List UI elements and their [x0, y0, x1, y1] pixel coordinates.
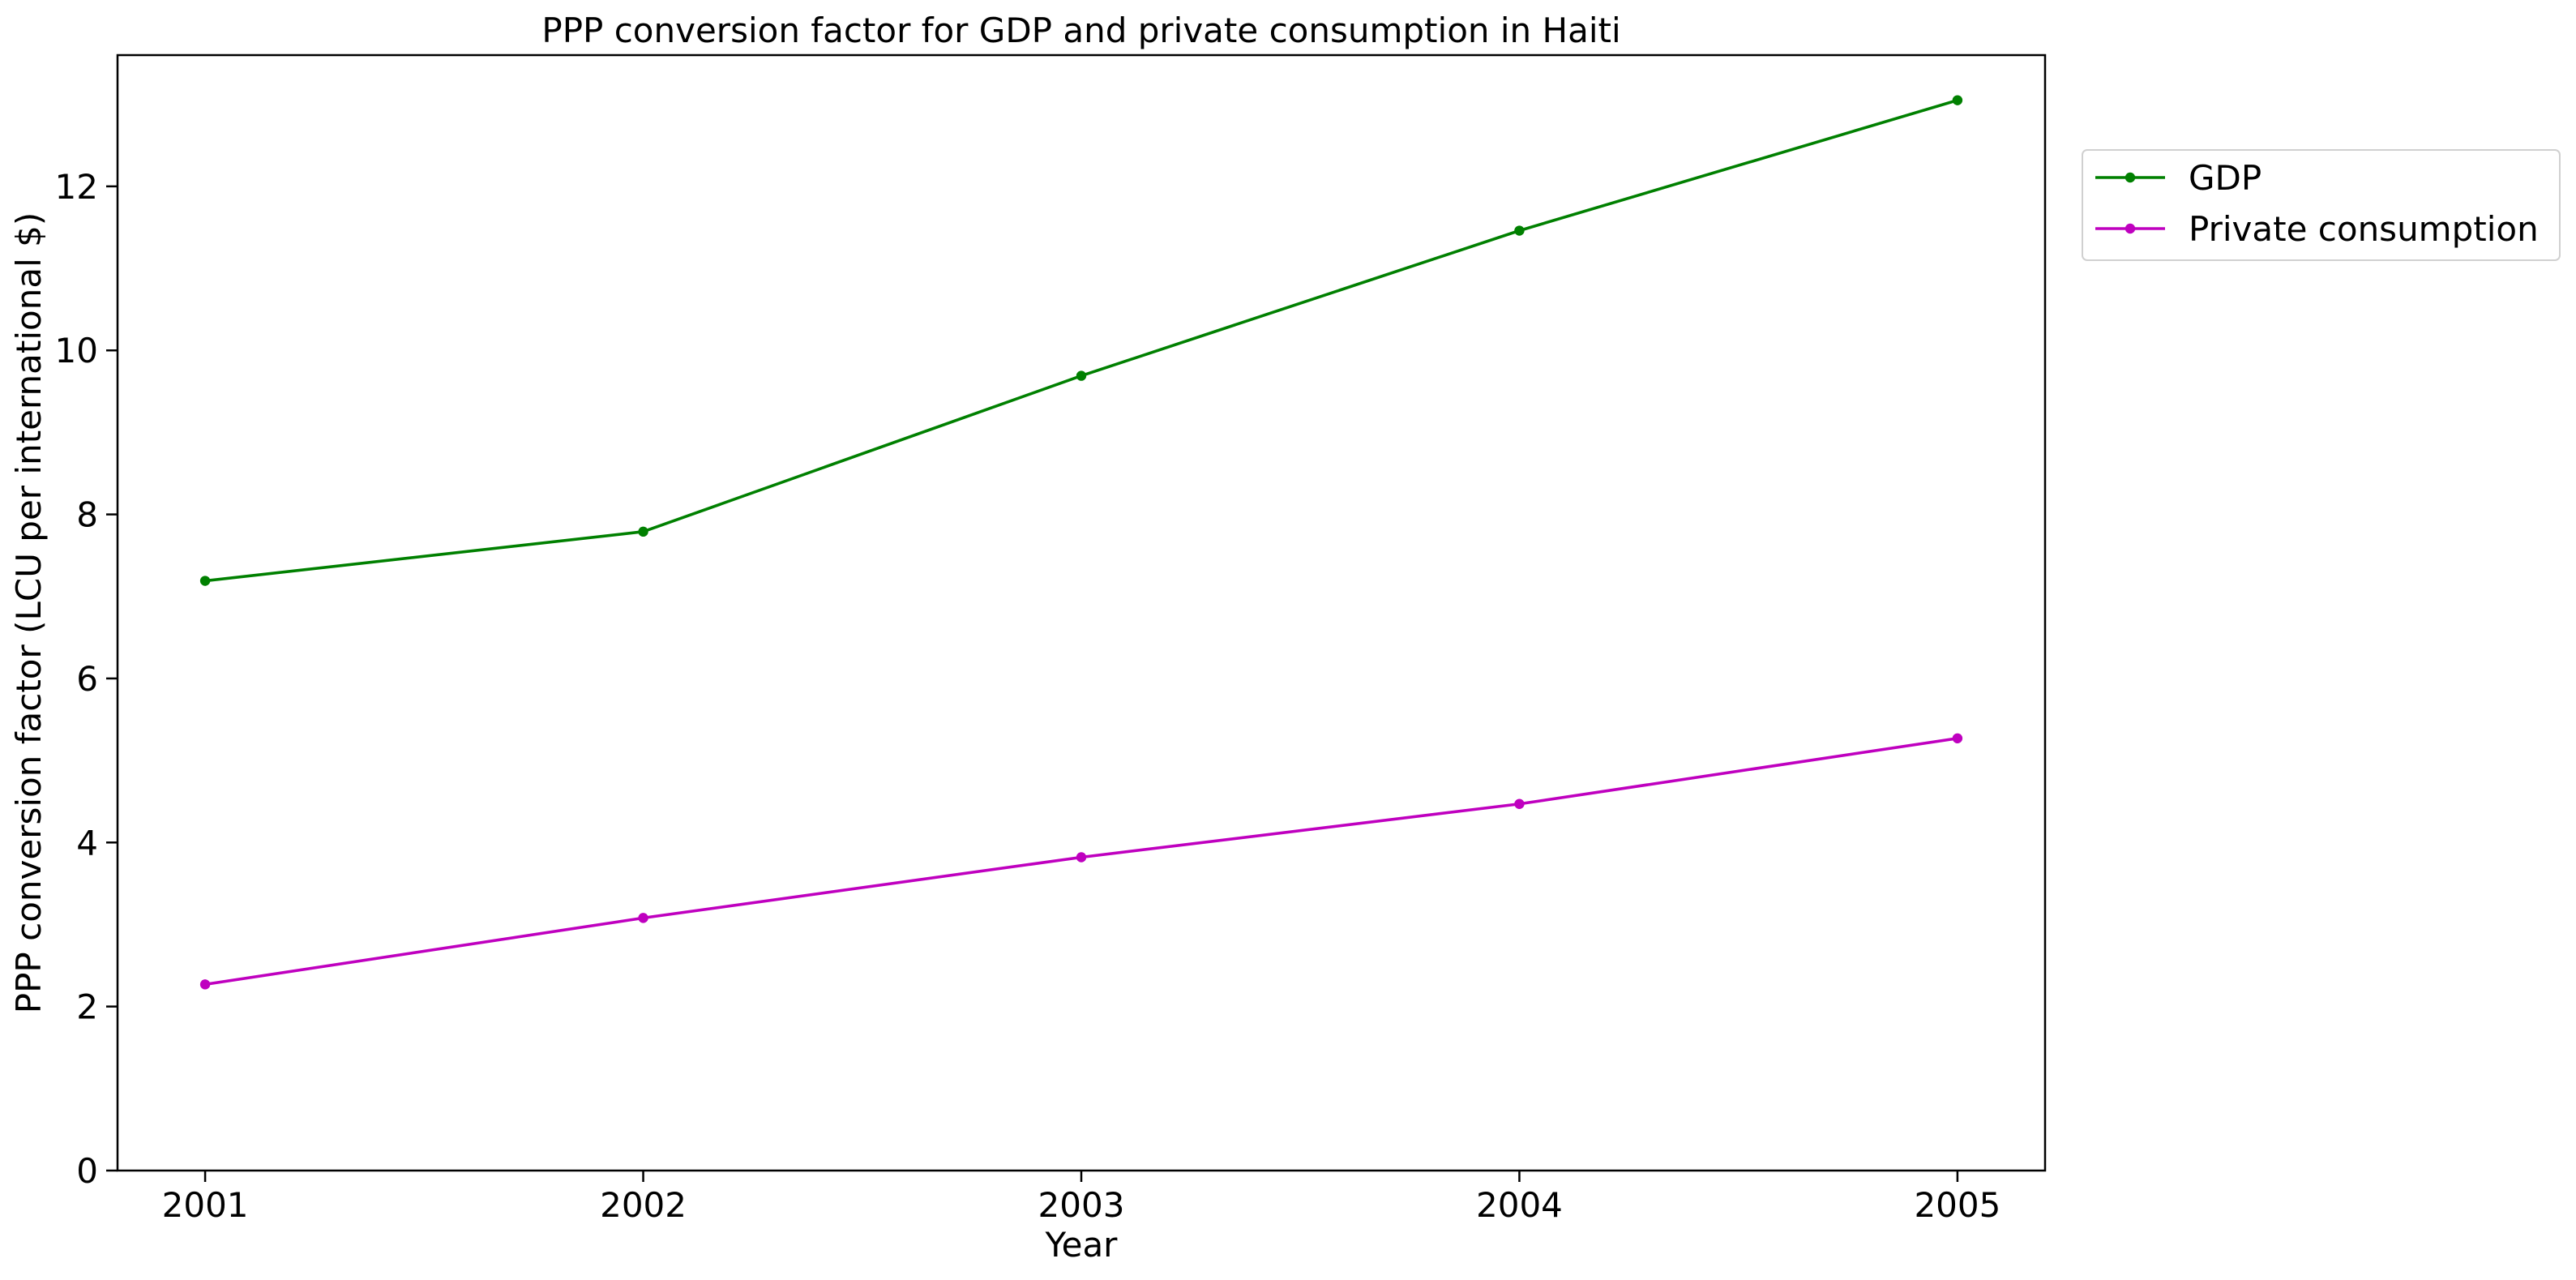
data-point-1-3	[1514, 798, 1525, 809]
y-tick-label: 10	[55, 331, 98, 370]
x-tick-label: 2002	[600, 1185, 687, 1225]
legend-box	[2082, 149, 2561, 261]
legend-label-1: Private consumption	[2189, 209, 2539, 249]
data-point-1-1	[638, 913, 648, 923]
y-axis-label: PPP conversion factor (LCU per internati…	[9, 212, 49, 1013]
x-tick-label: 2004	[1476, 1185, 1563, 1225]
data-point-0-1	[638, 526, 648, 537]
chart-title: PPP conversion factor for GDP and privat…	[541, 11, 1620, 50]
x-axis-label: Year	[1045, 1225, 1119, 1265]
y-tick-label: 12	[55, 167, 98, 207]
data-point-0-4	[1952, 95, 1963, 105]
x-axis-ticks: 2001 2002 2003 2004 2005	[162, 1171, 2000, 1225]
data-point-1-4	[1952, 733, 1963, 743]
legend-marker-1	[2125, 223, 2136, 234]
y-axis-ticks: 0 2 4 6 8 10 12	[55, 167, 118, 1191]
series-layer	[199, 95, 1963, 990]
legend-label-0: GDP	[2189, 158, 2261, 198]
data-point-1-0	[199, 979, 211, 990]
x-tick-label: 2001	[162, 1185, 249, 1225]
legend-items: GDP Private consumption	[2095, 158, 2539, 249]
y-tick-label: 6	[76, 659, 98, 699]
data-point-1-2	[1076, 852, 1087, 863]
y-tick-label: 8	[76, 495, 98, 535]
legend-marker-0	[2125, 172, 2136, 183]
y-tick-label: 2	[76, 987, 98, 1027]
data-point-0-0	[199, 576, 211, 586]
legend: GDP Private consumption	[2082, 149, 2561, 261]
data-point-0-3	[1514, 225, 1525, 236]
x-tick-label: 2005	[1914, 1185, 2000, 1225]
data-point-0-2	[1076, 370, 1087, 381]
x-tick-label: 2003	[1038, 1185, 1125, 1225]
y-tick-label: 4	[76, 823, 98, 863]
y-tick-label: 0	[76, 1151, 98, 1191]
